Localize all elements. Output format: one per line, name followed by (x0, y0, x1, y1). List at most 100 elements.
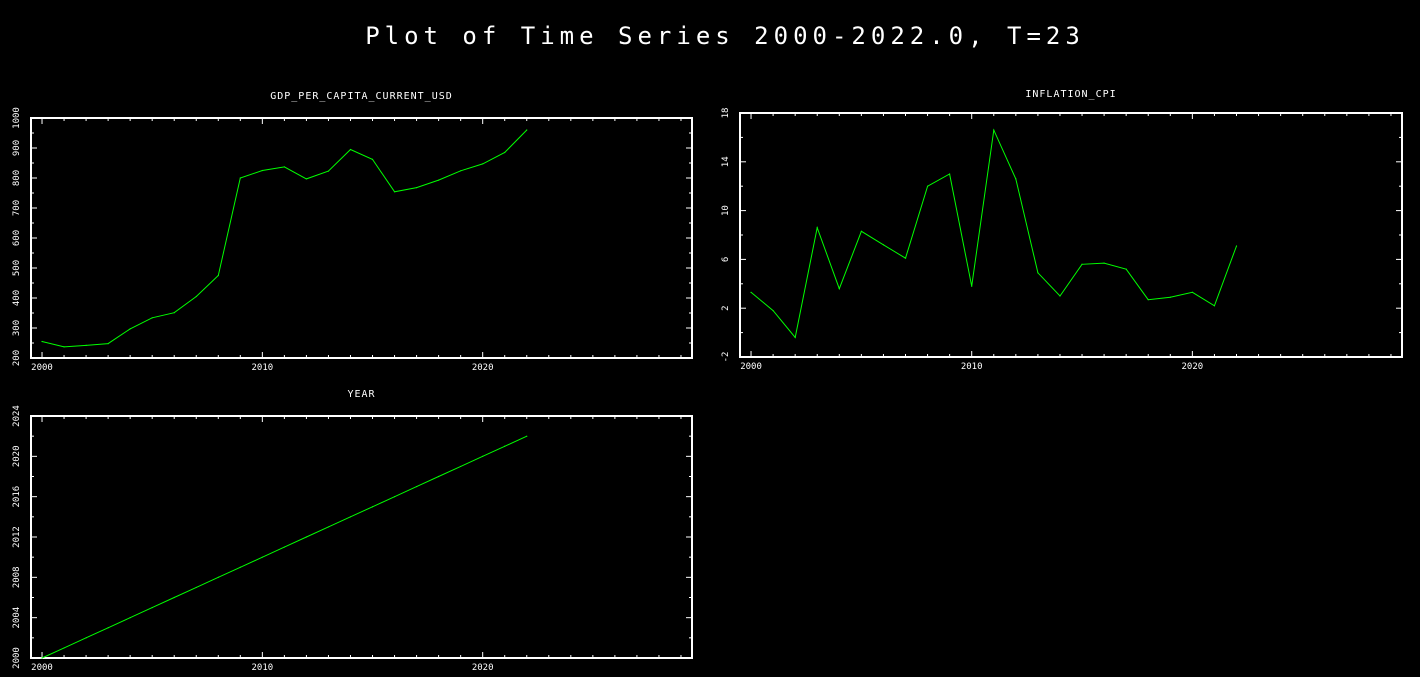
data-point (1059, 295, 1061, 297)
data-point (1169, 296, 1171, 298)
x-tick-label: 2010 (961, 362, 983, 372)
data-point (438, 179, 440, 181)
data-point (1235, 245, 1238, 247)
data-point (41, 340, 43, 343)
data-point (393, 496, 396, 498)
data-point (195, 295, 197, 298)
y-tick-label: 500 (12, 260, 22, 276)
data-point (173, 596, 175, 599)
data-point (107, 343, 109, 345)
figure-title: Plot of Time Series 2000-2022.0, T=23 (365, 22, 1085, 50)
y-tick-label: 6 (721, 257, 731, 262)
data-point (283, 546, 285, 548)
data-point (261, 556, 263, 558)
x-tick-label: 2010 (252, 663, 274, 673)
data-point (85, 344, 87, 346)
y-tick-label: 300 (12, 320, 22, 336)
data-point (349, 516, 352, 518)
x-tick-label: 2020 (472, 363, 494, 373)
data-point (1147, 299, 1149, 301)
data-point (882, 244, 885, 246)
data-point (1081, 263, 1083, 265)
x-tick-label: 2010 (252, 363, 274, 373)
x-tick-label: 2020 (472, 663, 494, 673)
panel-title: GDP_PER_CAPITA_CURRENT_USD (270, 91, 453, 102)
data-point (460, 170, 462, 172)
y-tick-label: 2008 (12, 566, 22, 588)
data-point (239, 566, 241, 568)
data-point (327, 170, 330, 172)
data-point (772, 310, 774, 312)
y-tick-label: 200 (12, 350, 22, 366)
data-point (860, 230, 862, 232)
data-point (816, 227, 818, 229)
y-tick-label: 700 (12, 200, 22, 216)
y-tick-label: 14 (721, 156, 731, 167)
data-point (63, 346, 65, 348)
y-tick-label: 800 (12, 170, 22, 186)
data-point (904, 257, 907, 259)
data-point (482, 163, 484, 165)
data-point (349, 148, 352, 151)
data-point (415, 485, 418, 488)
data-point (239, 177, 241, 179)
data-point (129, 617, 131, 619)
chart-panel-1: GDP_PER_CAPITA_CURRENT_USD 2000 2010 2020 20… (12, 91, 693, 373)
data-point (415, 187, 418, 189)
data-point (305, 536, 308, 538)
y-tick-label: 2020 (12, 445, 22, 467)
panel-title: YEAR (347, 389, 375, 400)
y-tick-label: 2012 (12, 526, 22, 548)
data-point (926, 185, 929, 187)
x-tick-label: 2020 (1182, 362, 1204, 372)
panel-title: INFLATION_CPI (1025, 89, 1116, 100)
data-point (327, 526, 330, 528)
y-tick-label: 2 (721, 305, 731, 310)
y-tick-label: 18 (721, 108, 731, 119)
data-point (393, 191, 396, 193)
data-point (195, 586, 197, 589)
data-point (526, 435, 528, 437)
x-tick-label: 2000 (740, 362, 762, 372)
data-point (63, 647, 65, 649)
data-point (1037, 272, 1039, 274)
data-point (371, 158, 374, 160)
y-tick-label: 400 (12, 290, 22, 306)
data-point (794, 336, 796, 339)
y-tick-label: 2016 (12, 486, 22, 508)
data-point (1125, 268, 1127, 270)
y-tick-label: 600 (12, 230, 22, 246)
data-point (129, 328, 131, 330)
y-tick-label: 10 (721, 205, 731, 216)
y-tick-label: 2004 (12, 607, 22, 629)
data-point (1213, 305, 1216, 307)
x-tick-label: 2000 (31, 663, 53, 673)
data-point (371, 506, 374, 508)
x-tick-label: 2000 (31, 363, 53, 373)
data-point (41, 657, 43, 659)
chart-panel-2: INFLATION_CPI 2000 2010 2020 -2 2 6 10 14 18 (721, 89, 1403, 372)
data-point (305, 178, 308, 180)
data-point (971, 285, 973, 287)
data-point (526, 129, 528, 131)
data-point (460, 465, 462, 468)
data-point (107, 627, 109, 629)
data-point (993, 129, 995, 131)
data-point (482, 455, 484, 457)
y-tick-label: -2 (721, 352, 731, 363)
chart-panel-3: YEAR 2000 2010 2020 2000 2004 2008 2012 2016 2020… (12, 389, 693, 673)
data-point (504, 151, 506, 154)
y-tick-label: 2024 (12, 405, 22, 427)
y-tick-label: 900 (12, 140, 22, 156)
series-line (41, 129, 528, 348)
data-point (151, 606, 153, 609)
data-point (217, 274, 219, 277)
data-point (173, 312, 175, 314)
data-point (217, 576, 219, 578)
data-point (949, 173, 951, 175)
data-point (1103, 262, 1105, 264)
data-point (85, 637, 87, 639)
data-point (750, 291, 752, 293)
data-point (504, 445, 506, 447)
